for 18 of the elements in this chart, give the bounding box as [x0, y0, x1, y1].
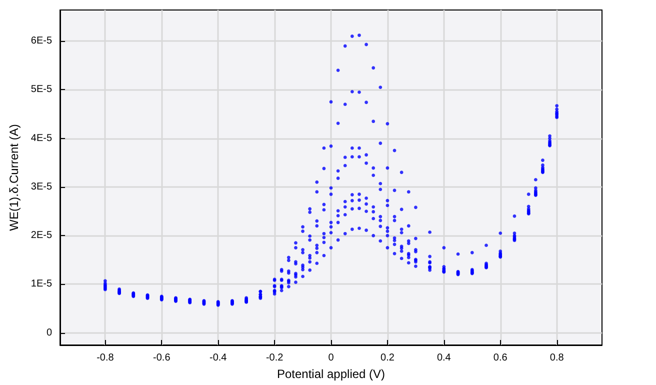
y-tick-label: 6E-5: [30, 36, 52, 47]
y-tick-label: 1E-5: [30, 278, 52, 290]
x-tick-label: 0.8: [550, 352, 564, 364]
x-tick-label: -0.2: [266, 352, 284, 364]
y-tick-label: 0: [46, 327, 52, 338]
y-tick-label: 4E-5: [30, 132, 52, 144]
y-tick-label: 2E-5: [30, 230, 52, 242]
x-tick-label: -0.6: [153, 352, 171, 364]
x-tick-label: -0.4: [209, 352, 228, 364]
x-axis-title: Potential applied (V): [276, 366, 386, 381]
y-tick-label: 3E-5: [30, 181, 52, 192]
x-tick-label: 0.6: [493, 352, 508, 364]
x-tick-label: -0.8: [96, 352, 114, 364]
x-tick-label: 0.4: [436, 352, 452, 364]
x-tick-label: 0.2: [380, 352, 395, 364]
y-axis-title: WE(1).δ.Current (A): [7, 124, 21, 231]
y-tick-label: 5E-5: [30, 84, 52, 96]
x-tick-label: 0: [328, 352, 334, 364]
